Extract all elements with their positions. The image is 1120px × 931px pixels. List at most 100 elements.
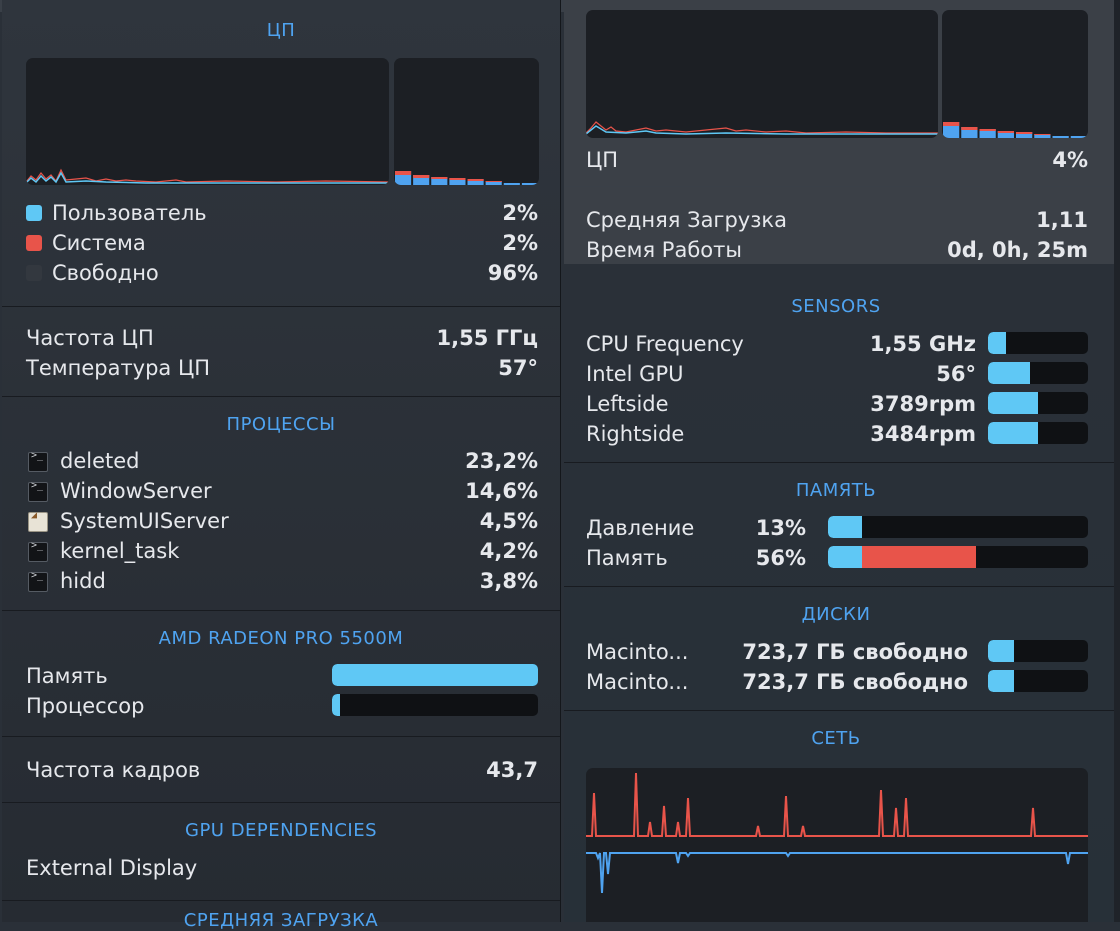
network-chart bbox=[586, 768, 1088, 922]
load-average-value: 1,11 bbox=[1036, 208, 1088, 232]
cpu-history-graph-right bbox=[586, 121, 938, 135]
core-bar bbox=[1034, 134, 1051, 138]
terminal-icon: >_ bbox=[28, 450, 48, 472]
process-name[interactable]: deleted bbox=[60, 449, 140, 473]
memory-wired-fill bbox=[862, 546, 976, 568]
core-bar bbox=[449, 178, 466, 185]
user-label: Пользователь bbox=[52, 201, 207, 225]
memory-pressure-value: 13% bbox=[755, 516, 806, 540]
cpu-history-chart bbox=[26, 58, 389, 185]
gpu-processor-label: Процессор bbox=[26, 694, 145, 718]
process-cpu: 3,8% bbox=[479, 569, 538, 593]
divider bbox=[2, 306, 560, 307]
sensor-fill bbox=[988, 392, 1038, 414]
sensor-value: 56° bbox=[936, 362, 976, 386]
divider bbox=[564, 710, 1114, 711]
core-bar bbox=[1016, 132, 1033, 138]
core-bar-system bbox=[395, 171, 412, 175]
memory-usage-bar bbox=[828, 546, 1088, 568]
gpu-processor-bar bbox=[332, 694, 538, 716]
divider bbox=[2, 396, 560, 397]
disk-name[interactable]: Macinto... bbox=[586, 640, 689, 664]
core-bar-system bbox=[1034, 134, 1051, 135]
sensor-bar bbox=[988, 362, 1088, 384]
gpu-processor-fill bbox=[332, 694, 340, 716]
core-bar bbox=[997, 131, 1014, 138]
fps-label: Частота кадров bbox=[26, 758, 201, 782]
process-name[interactable]: SystemUIServer bbox=[60, 509, 229, 533]
cpu-temperature-label: Температура ЦП bbox=[26, 356, 211, 380]
cpu-frequency-value: 1,55 ГГц bbox=[436, 326, 538, 350]
sensor-bar bbox=[988, 422, 1088, 444]
core-bar bbox=[1052, 136, 1069, 138]
sensor-fill bbox=[988, 362, 1030, 384]
disk-name[interactable]: Macinto... bbox=[586, 670, 689, 694]
terminal-icon: >_ bbox=[28, 570, 48, 592]
idle-legend-swatch bbox=[26, 265, 42, 281]
divider bbox=[2, 610, 560, 611]
disk-bar bbox=[988, 640, 1088, 662]
core-bar-system bbox=[413, 175, 430, 178]
memory-pressure-fill bbox=[828, 516, 862, 538]
sensor-bar bbox=[988, 392, 1088, 414]
memory-app-fill bbox=[828, 546, 862, 568]
divider bbox=[564, 186, 1114, 187]
core-bar bbox=[521, 183, 538, 185]
sensor-fill bbox=[988, 422, 1038, 444]
process-cpu: 4,5% bbox=[479, 509, 538, 533]
divider bbox=[564, 586, 1114, 587]
network-section-title: СЕТЬ bbox=[811, 728, 861, 749]
divider bbox=[2, 802, 560, 803]
process-name[interactable]: WindowServer bbox=[60, 479, 212, 503]
idle-value: 96% bbox=[487, 261, 538, 285]
gpu-memory-bar bbox=[332, 664, 538, 686]
disk-free-value: 723,7 ГБ свободно bbox=[742, 670, 968, 694]
core-bar-system bbox=[1016, 132, 1033, 134]
gpu-cpu-panel: ЦП Пользователь 2% Система 2% Свободно 9… bbox=[2, 0, 561, 931]
gpu-dependency-item: External Display bbox=[26, 856, 198, 880]
disks-section-title: ДИСКИ bbox=[801, 604, 871, 625]
core-bar-system bbox=[979, 129, 996, 131]
disk-bar bbox=[988, 670, 1088, 692]
memory-pressure-bar bbox=[828, 516, 1088, 538]
terminal-icon: >_ bbox=[28, 480, 48, 502]
memory-section-title: ПАМЯТЬ bbox=[795, 480, 877, 501]
core-bar bbox=[467, 179, 484, 185]
system-legend-swatch bbox=[26, 235, 42, 251]
core-bar-system bbox=[961, 127, 978, 130]
core-bar-system bbox=[467, 179, 484, 181]
process-cpu: 23,2% bbox=[465, 449, 538, 473]
core-bar bbox=[979, 129, 996, 138]
cpu-history-graph bbox=[26, 168, 389, 184]
system-stats-panel: ЦП 4% Средняя Загрузка 1,11 Время Работы… bbox=[564, 0, 1114, 922]
sensors-section-title: SENSORS bbox=[791, 296, 881, 317]
process-name[interactable]: kernel_task bbox=[60, 539, 180, 563]
divider bbox=[2, 900, 560, 901]
window-edge bbox=[1114, 0, 1120, 922]
core-bar bbox=[413, 175, 430, 185]
cpu-frequency-label: Частота ЦП bbox=[26, 326, 154, 350]
sensor-label: CPU Frequency bbox=[586, 332, 744, 356]
disk-free-value: 723,7 ГБ свободно bbox=[742, 640, 968, 664]
cpu-cores-chart-right bbox=[942, 10, 1088, 138]
idle-label: Свободно bbox=[52, 261, 159, 285]
user-legend-swatch bbox=[26, 205, 42, 221]
divider bbox=[2, 736, 560, 737]
core-bar bbox=[431, 177, 448, 185]
core-bar-system bbox=[431, 177, 448, 179]
gpu-memory-fill bbox=[332, 664, 538, 686]
sensor-label: Intel GPU bbox=[586, 362, 684, 386]
cpu-cores-bars-right bbox=[943, 122, 1087, 138]
memory-used-label: Память bbox=[586, 546, 668, 570]
uptime-label: Время Работы bbox=[586, 238, 742, 262]
cpu-cores-bars bbox=[395, 171, 538, 185]
load-average-title: СРЕДНЯЯ ЗАГРУЗКА bbox=[183, 910, 379, 931]
core-bar bbox=[1070, 136, 1087, 138]
disk-fill bbox=[988, 640, 1014, 662]
cpu-history-chart-right bbox=[586, 10, 938, 138]
core-bar-system bbox=[485, 181, 502, 182]
cpu-cores-chart bbox=[394, 58, 539, 185]
core-bar bbox=[485, 181, 502, 185]
process-name[interactable]: hidd bbox=[60, 569, 106, 593]
processes-section-title: ПРОЦЕССЫ bbox=[226, 414, 336, 435]
